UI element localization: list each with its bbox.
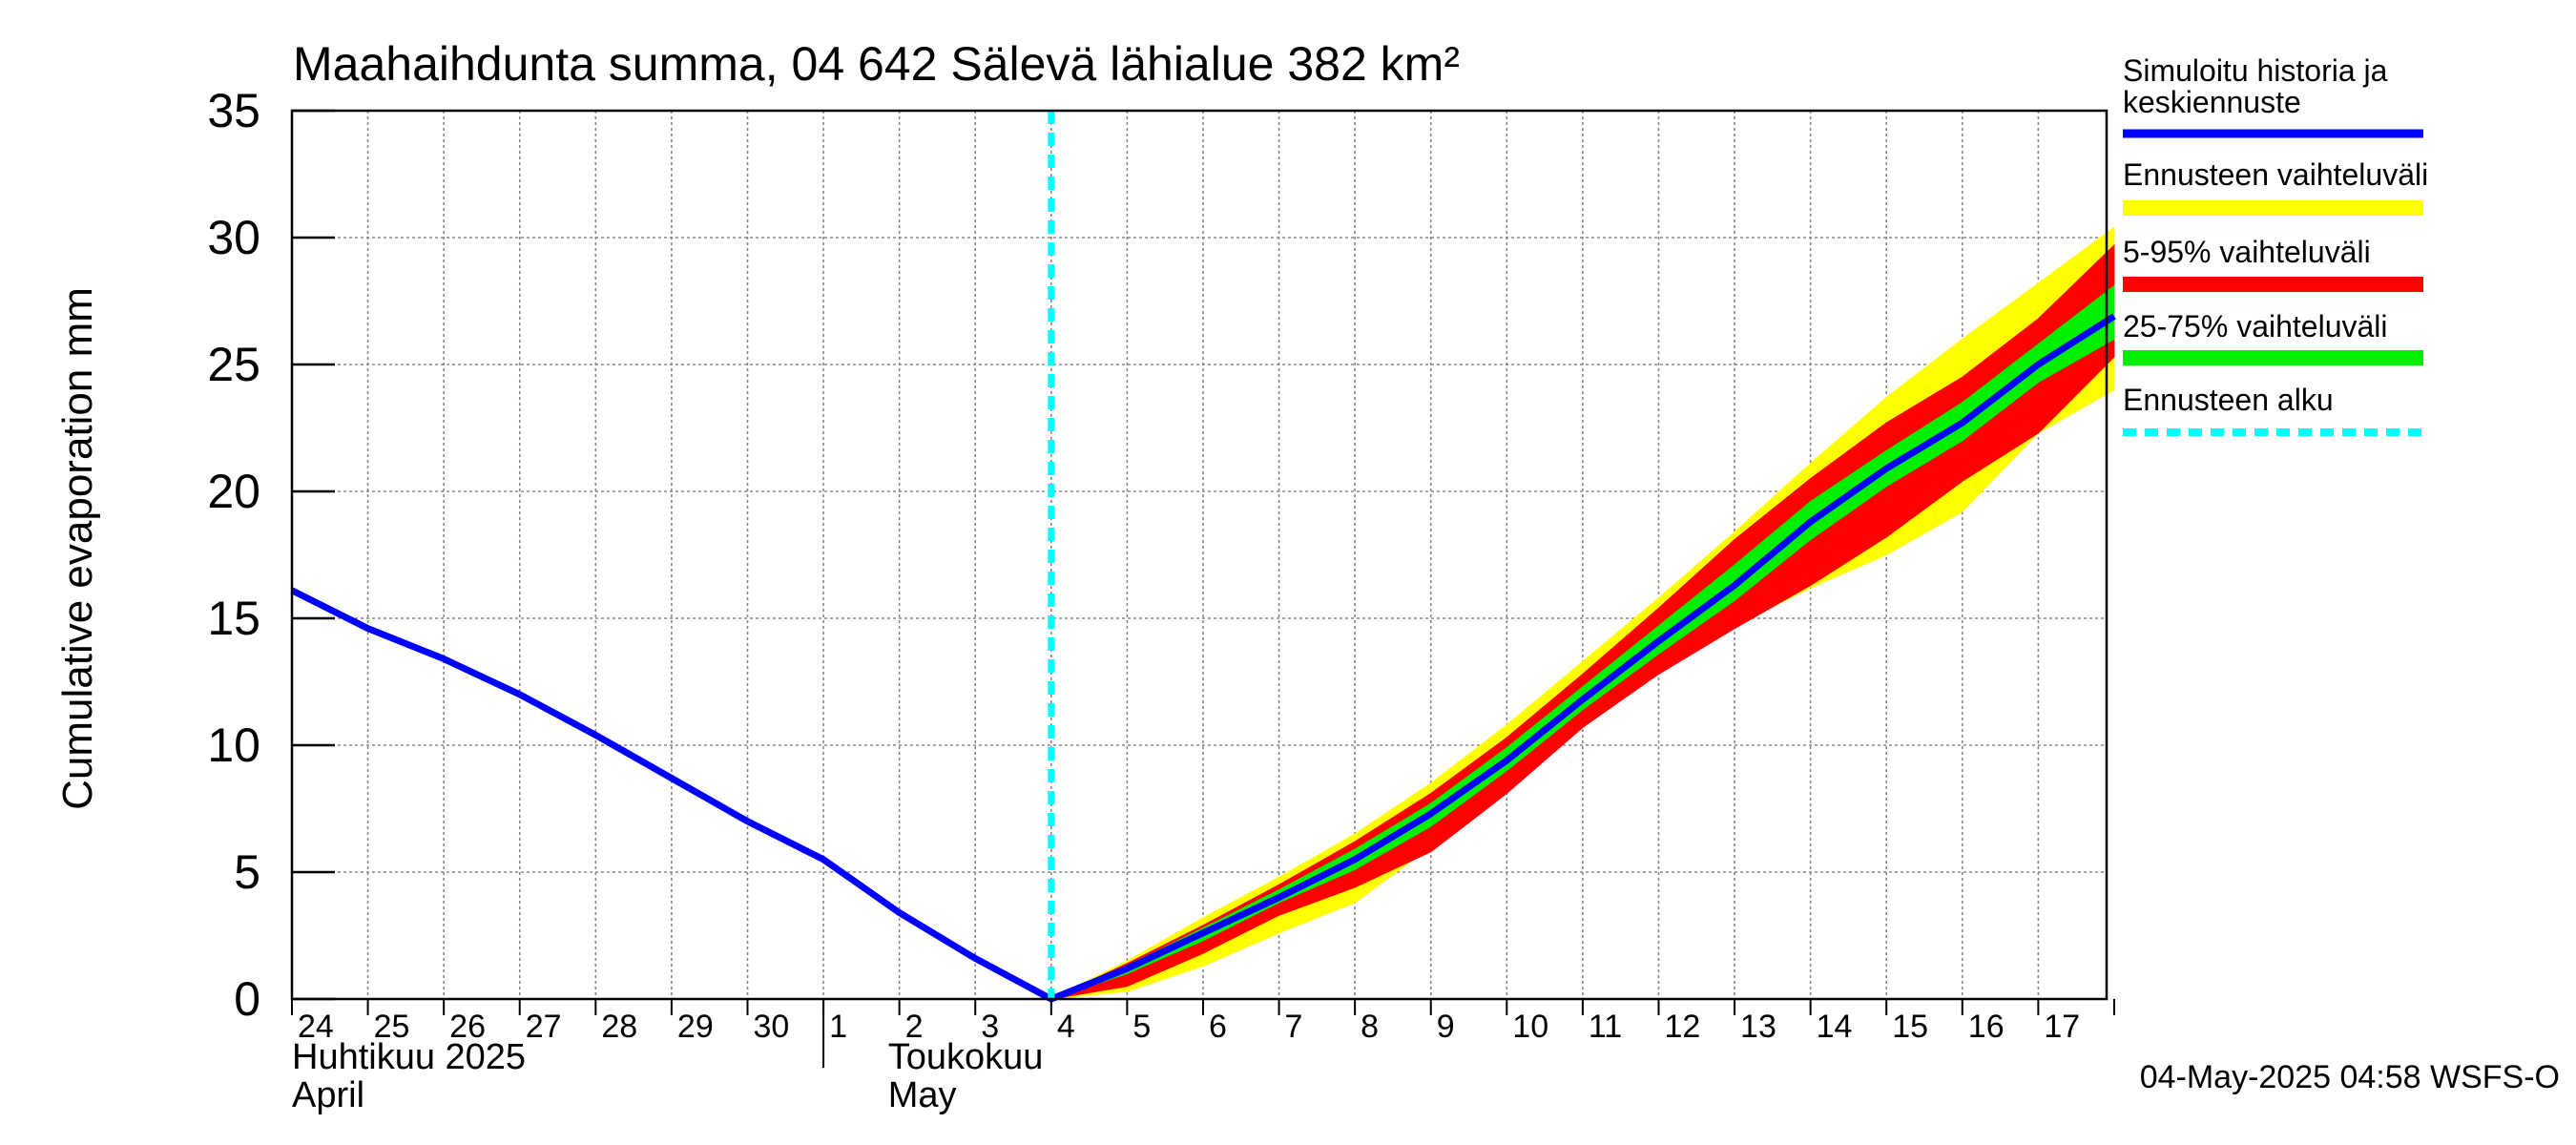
y-tick-label: 5 [234,845,260,899]
x-tick-label: 5 [1132,1009,1151,1045]
x-tick-label: 4 [1057,1009,1075,1045]
footer-timestamp: 04-May-2025 04:58 WSFS-O [2140,1059,2560,1095]
y-tick-label: 15 [207,592,260,645]
x-tick-label: 6 [1209,1009,1227,1045]
x-tick-label: 28 [601,1009,637,1045]
x-tick-label: 13 [1740,1009,1776,1045]
chart-title: Maahaihdunta summa, 04 642 Sälevä lähial… [293,37,1460,91]
y-tick-labels: 0 5 10 15 20 25 30 35 [207,84,260,1026]
x-tick-label: 27 [526,1009,562,1045]
month-label-en: May [888,1075,957,1115]
month-label: Toukokuu [888,1037,1044,1077]
x-tick-label: 24 [298,1009,334,1045]
y-tick-label: 10 [207,718,260,772]
x-tick-label: 2 [905,1009,924,1045]
x-tick-label: 9 [1437,1009,1455,1045]
x-tick-label: 29 [677,1009,714,1045]
grid [292,110,2107,999]
y-tick-label: 0 [234,972,260,1026]
x-tick-label: 3 [981,1009,999,1045]
x-tick-label: 15 [1892,1009,1928,1045]
x-tick-label: 14 [1817,1009,1853,1045]
month-label: Huhtikuu 2025 [292,1037,526,1077]
y-tick-label: 25 [207,338,260,391]
y-tick-label: 30 [207,211,260,264]
x-tick-labels: 24 25 26 27 28 29 30 1 2 3 4 5 6 7 8 9 10 11 12 13 14 15 16 17 [298,1009,2080,1045]
legend-label: Ennusteen alku [2123,383,2334,417]
x-tick-label: 1 [829,1009,847,1045]
y-axis-label: Cumulative evaporation mm [54,287,101,810]
legend-label: 5-95% vaihteluväli [2123,235,2371,269]
x-tick-label: 26 [449,1009,486,1045]
axes [290,109,2115,1068]
x-tick-label: 17 [2044,1009,2080,1045]
plot-frame [290,109,2109,1001]
x-tick-label: 7 [1285,1009,1303,1045]
legend-label: Ennusteen vaihteluväli [2123,157,2428,192]
x-tick-label: 12 [1664,1009,1700,1045]
y-tick-label: 20 [207,465,260,518]
forecast-bands [1050,226,2115,1000]
legend-label: Simuloitu historia ja [2123,53,2388,88]
x-tick-label: 25 [374,1009,410,1045]
y-tick-label: 35 [207,84,260,137]
legend-label: 25-75% vaihteluväli [2123,309,2388,344]
x-tick-label: 16 [1968,1009,2005,1045]
band-25-75 [1050,284,2115,1000]
month-label-en: April [292,1075,364,1115]
x-tick-label: 8 [1361,1009,1379,1045]
x-tick-label: 11 [1589,1009,1622,1045]
x-tick-label: 30 [753,1009,789,1045]
series-line-mean [290,313,2116,1003]
series-lines [290,111,2116,1003]
legend-label: keskiennuste [2123,85,2301,119]
x-tick-label: 10 [1512,1009,1548,1045]
